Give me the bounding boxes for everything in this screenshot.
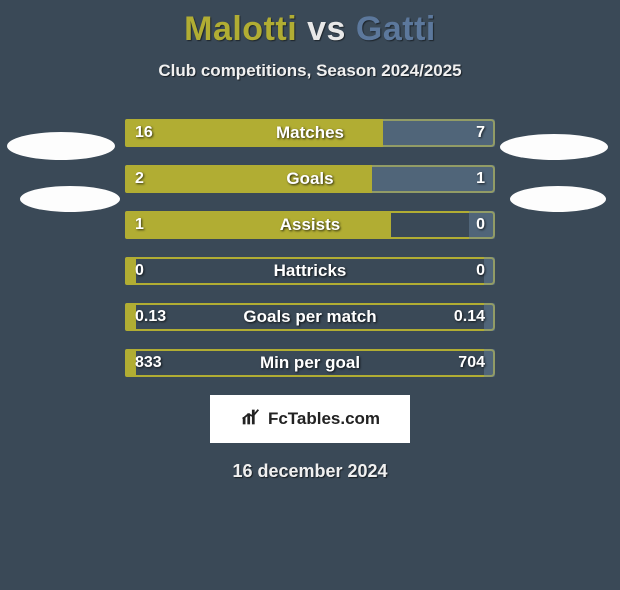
chart-icon (240, 406, 262, 433)
stat-right-value: 0 (466, 211, 495, 239)
stat-left-value: 2 (125, 165, 154, 193)
avatar-oval (20, 186, 120, 212)
avatar-oval (510, 186, 606, 212)
vs-label: vs (307, 10, 346, 48)
avatar-oval (7, 132, 115, 160)
stat-left-value: 0.13 (125, 303, 176, 331)
stat-right-value: 0.14 (444, 303, 495, 331)
bar-outline (125, 349, 495, 377)
avatar-oval (500, 134, 608, 160)
source-text: FcTables.com (268, 409, 380, 429)
stat-row: 10Assists (125, 211, 495, 239)
bar-left-fill (125, 211, 391, 239)
stat-right-value: 7 (466, 119, 495, 147)
stat-right-value: 704 (448, 349, 495, 377)
stat-row: 21Goals (125, 165, 495, 193)
bar-outline (125, 257, 495, 285)
stat-row: 833704Min per goal (125, 349, 495, 377)
stat-row: 00Hattricks (125, 257, 495, 285)
player1-name: Malotti (184, 10, 297, 48)
stat-right-value: 0 (466, 257, 495, 285)
bar-left-fill (125, 119, 383, 147)
stat-row: 0.130.14Goals per match (125, 303, 495, 331)
comparison-title: Malotti vs Gatti (0, 10, 620, 49)
date-label: 16 december 2024 (0, 461, 620, 482)
stat-left-value: 1 (125, 211, 154, 239)
stat-left-value: 833 (125, 349, 172, 377)
bar-outline (125, 303, 495, 331)
stat-left-value: 0 (125, 257, 154, 285)
subtitle: Club competitions, Season 2024/2025 (0, 61, 620, 81)
bar-left-fill (125, 165, 372, 193)
player2-name: Gatti (356, 10, 436, 48)
stat-row: 167Matches (125, 119, 495, 147)
source-badge: FcTables.com (210, 395, 410, 443)
stat-left-value: 16 (125, 119, 163, 147)
stat-right-value: 1 (466, 165, 495, 193)
